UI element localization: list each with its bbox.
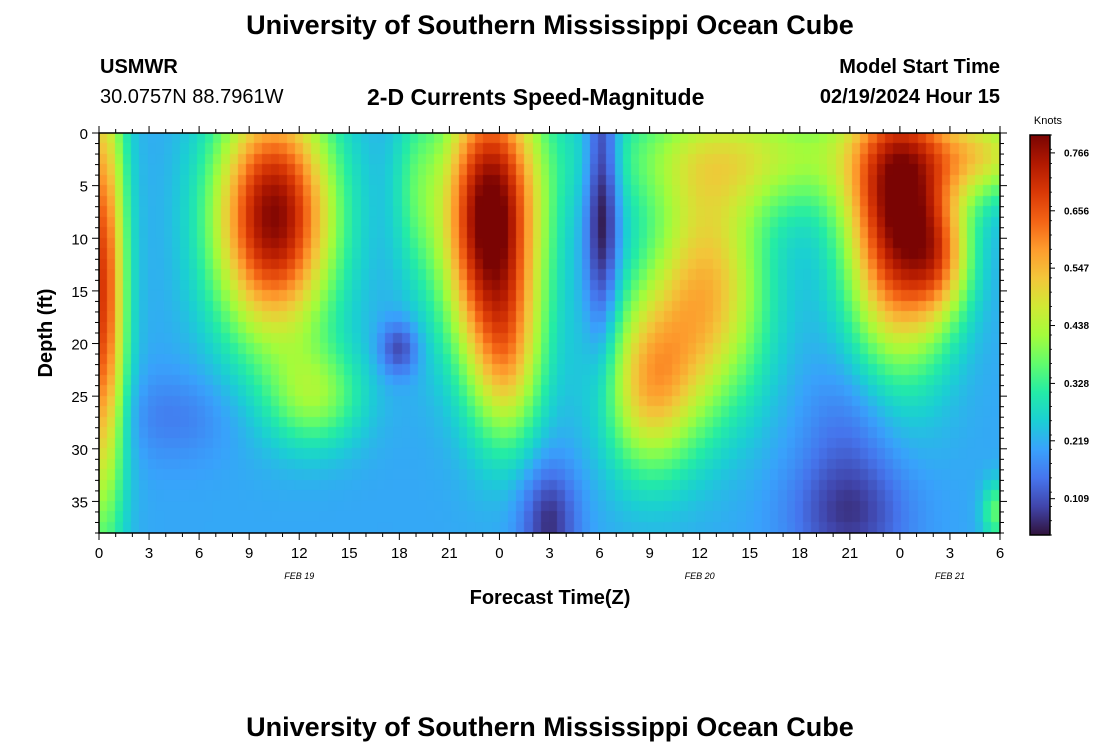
- model-start-value: 02/19/2024 Hour 15: [819, 86, 1000, 108]
- colorbar-gradient: [1029, 134, 1051, 536]
- date-label: FEB 20: [685, 571, 715, 581]
- heatmap-field: [99, 133, 1000, 533]
- x-tick-label: 18: [391, 545, 408, 562]
- colorbar-tick-label: 0.656: [1064, 206, 1089, 217]
- x-tick-label: 0: [495, 545, 503, 562]
- y-tick-label: 35: [71, 494, 88, 511]
- station-name: USMWR: [100, 56, 178, 78]
- colorbar-tick-label: 0.328: [1064, 379, 1089, 390]
- x-tick-label: 15: [741, 545, 758, 562]
- x-tick-label: 12: [291, 545, 308, 562]
- x-tick-label: 9: [245, 545, 253, 562]
- x-tick-label: 6: [595, 545, 603, 562]
- x-axis-label: Forecast Time(Z): [470, 587, 631, 609]
- colorbar-tick-label: 0.766: [1064, 148, 1089, 159]
- colorbar-tick-label: 0.109: [1064, 494, 1089, 505]
- y-axis-label: Depth (ft): [35, 289, 57, 378]
- x-axis: 0 3 6 9 12 15 18 21 0 3 6 9 12 15 18 21 0 3 6 FEB 19 FEB 20 F…: [95, 126, 1004, 581]
- y-tick-label: 10: [71, 231, 88, 248]
- colorbar-label: Knots: [1034, 115, 1063, 127]
- footer-title: University of Southern Mississippi Ocean…: [246, 712, 854, 742]
- x-tick-label: 6: [195, 545, 203, 562]
- x-tick-label: 21: [841, 545, 858, 562]
- station-coordinates: 30.0757N 88.7961W: [100, 86, 284, 108]
- chart-subtitle: 2-D Currents Speed-Magnitude: [367, 84, 705, 110]
- colorbar-tick-label: 0.219: [1064, 436, 1089, 447]
- date-label: FEB 19: [284, 571, 314, 581]
- chart-title: University of Southern Mississippi Ocean…: [246, 10, 854, 40]
- x-tick-label: 0: [896, 545, 904, 562]
- colorbar-tick-label: 0.547: [1064, 264, 1089, 275]
- x-tick-label: 3: [946, 545, 954, 562]
- x-tick-label: 0: [95, 545, 103, 562]
- x-tick-label: 15: [341, 545, 358, 562]
- y-axis: 0 5 10 15 20 25 30 35: [71, 126, 1007, 534]
- x-tick-label: 9: [645, 545, 653, 562]
- heatmap-field-wrap: [99, 133, 1000, 533]
- colorbar: Knots 0.766 0.656 0.547 0.438 0.328 0.219 0.109: [1029, 115, 1089, 536]
- date-label: FEB 21: [935, 571, 965, 581]
- x-tick-label: 3: [545, 545, 553, 562]
- y-tick-label: 15: [71, 284, 88, 301]
- y-tick-label: 25: [71, 389, 88, 406]
- x-tick-label: 6: [996, 545, 1004, 562]
- x-tick-label: 3: [145, 545, 153, 562]
- model-start-label: Model Start Time: [839, 56, 1000, 78]
- x-tick-label: 21: [441, 545, 458, 562]
- colorbar-tick-label: 0.438: [1064, 321, 1089, 332]
- x-tick-label: 18: [791, 545, 808, 562]
- y-tick-label: 30: [71, 442, 88, 459]
- y-tick-label: 5: [80, 179, 88, 196]
- y-tick-label: 0: [80, 126, 88, 143]
- heatmap-chart: 0 3 6 9 12 15 18 21 0 3 6 9 12 15 18 21 0 3 6 FEB 19 FEB 20 F…: [35, 115, 1089, 609]
- y-tick-label: 20: [71, 337, 88, 354]
- x-tick-label: 12: [691, 545, 708, 562]
